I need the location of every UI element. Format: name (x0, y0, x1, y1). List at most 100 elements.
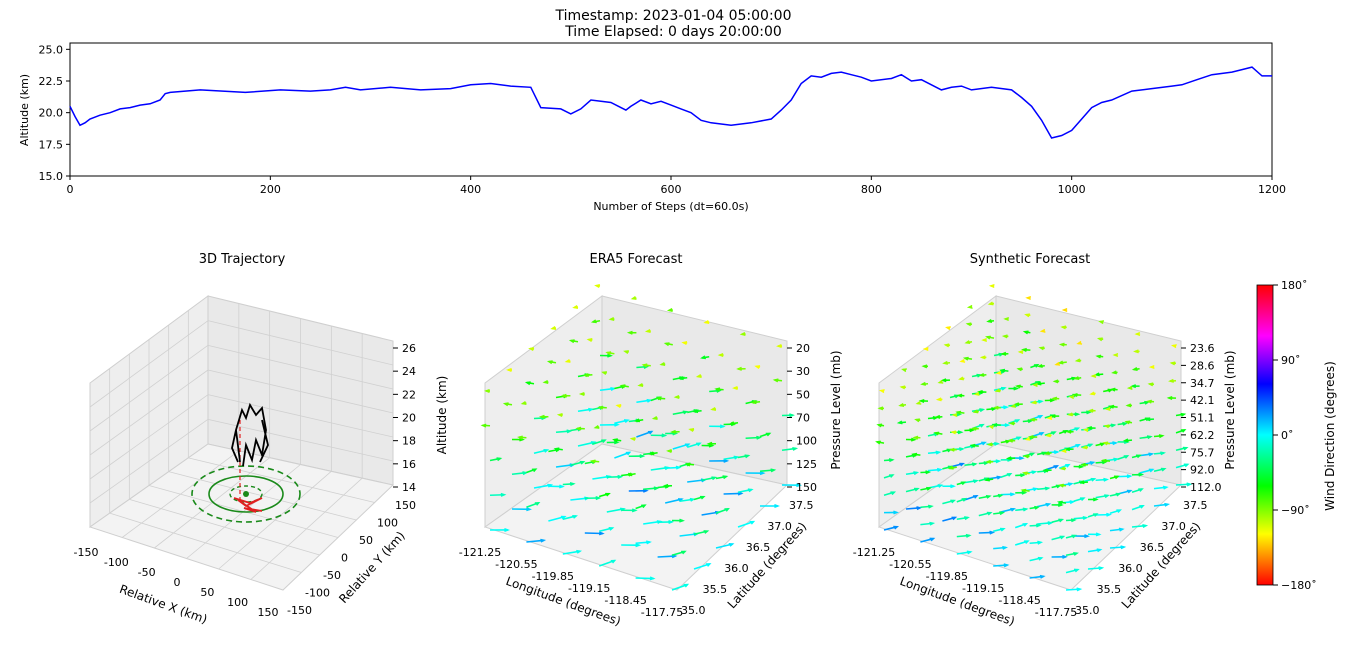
synthetic-wind-arrowhead (1103, 477, 1110, 482)
synthetic-wind-arrowhead (958, 376, 964, 381)
synthetic-wind-arrowhead (1010, 403, 1017, 408)
synthetic-wind-arrowhead (1037, 556, 1044, 561)
era5-x-tick-label: -121.25 (459, 546, 501, 559)
era5-wind-arrowhead (578, 391, 585, 397)
colorbar-label: Wind Direction (degrees) (1323, 361, 1337, 511)
synthetic-wind-arrowhead (986, 442, 993, 447)
synthetic-wind-arrowhead (1090, 477, 1097, 482)
synthetic-wind-arrowhead (1008, 421, 1015, 426)
era5-y-tick-label: 36.0 (724, 562, 749, 575)
synthetic-wind-arrowhead (994, 388, 1001, 393)
synthetic-wind-arrowhead (1041, 451, 1048, 456)
era5-wind-arrowhead (792, 446, 799, 451)
synthetic-wind-arrowhead (1052, 379, 1059, 384)
synthetic-wind-arrowhead (1009, 492, 1016, 497)
synthetic-wind-arrow (993, 546, 1007, 550)
synthetic-wind-arrowhead (1021, 490, 1028, 495)
era5-wind-arrowhead (646, 540, 652, 545)
synthetic-wind-arrowhead (947, 465, 954, 470)
era5-wind-arrowhead (635, 543, 642, 548)
synthetic-wind-arrowhead (991, 407, 998, 412)
synthetic-wind-arrowhead (1139, 504, 1145, 509)
synthetic-wind-arrowhead (985, 459, 992, 464)
era5-wind-arrowhead (560, 515, 567, 520)
synthetic-wind-arrowhead (1096, 337, 1103, 342)
era5-wind-arrowhead (789, 413, 795, 418)
era5-wind-arrowhead (776, 343, 782, 349)
synthetic-wind-arrowhead (950, 499, 957, 504)
era5-wind-arrowhead (528, 347, 535, 351)
era5-wind-arrowhead (772, 378, 779, 383)
synthetic-wind-arrow (1073, 516, 1087, 520)
trajectory-y-tick-label: 50 (359, 534, 373, 547)
era5-wind-arrowhead (723, 458, 730, 463)
synthetic-wind-arrowhead (1112, 352, 1119, 358)
synthetic-wind-arrowhead (888, 458, 895, 463)
synthetic-wind-arrowhead (1059, 466, 1066, 471)
synthetic-z-tick-label: 62.2 (1190, 429, 1215, 442)
era5-wind-arrowhead (724, 507, 730, 512)
synthetic-wind-arrowhead (1075, 443, 1081, 448)
synthetic-wind-arrowhead (959, 462, 965, 467)
synthetic-wind-arrowhead (1160, 467, 1167, 472)
synthetic-wind-arrowhead (1168, 378, 1174, 383)
colorbar-tick-label: −90˚ (1281, 504, 1310, 517)
synthetic-wind-arrowhead (971, 462, 978, 467)
era5-wind-arrowhead (728, 421, 735, 426)
era5-wind-arrowhead (695, 374, 702, 378)
synthetic-wind-arrowhead (951, 412, 958, 418)
synthetic-wind-arrowhead (985, 494, 992, 499)
era5-wind-arrow (526, 539, 545, 543)
era5-wind-arrowhead (500, 492, 507, 497)
synthetic-wind-arrowhead (1111, 370, 1117, 375)
era5-wind-arrowhead (732, 385, 738, 391)
synthetic-wind-arrowhead (1049, 414, 1056, 419)
era5-wind-arrowhead (710, 407, 717, 411)
era5-wind-arrowhead (649, 576, 656, 581)
synthetic-wind-arrowhead (1004, 423, 1011, 428)
era5-wind-arrowhead (682, 410, 689, 415)
era5-wind-arrowhead (526, 507, 532, 512)
synthetic-wind-arrowhead (1044, 486, 1051, 491)
synthetic-wind-arrowhead (945, 326, 951, 331)
synthetic-wind-arrowhead (922, 347, 929, 352)
synthetic-wind-arrowhead (878, 389, 885, 394)
synthetic-wind-arrowhead (1122, 438, 1129, 443)
era5-wind-arrowhead (728, 543, 735, 547)
era5-z-tick-label: 50 (796, 388, 810, 401)
era5-wind-arrow (614, 451, 631, 459)
era5-wind-arrowhead (612, 438, 618, 443)
era5-wind-arrowhead (538, 414, 545, 419)
synthetic-wind-arrowhead (1058, 483, 1065, 488)
synthetic-wind-arrowhead (966, 550, 973, 555)
era5-wind-arrowhead (630, 296, 637, 300)
era5-wind-arrowhead (564, 359, 571, 363)
synthetic-wind-arrowhead (1038, 432, 1045, 436)
era5-wind-arrowhead (589, 459, 596, 464)
synthetic-wind-arrow (1087, 567, 1103, 570)
altitude-x-tick-label: 800 (861, 183, 882, 196)
synthetic-wind-arrowhead (979, 408, 986, 413)
synthetic-wind-arrowhead (1180, 429, 1187, 433)
synthetic-wind-arrowhead (1058, 518, 1065, 523)
synthetic-wind-arrowhead (1035, 523, 1042, 528)
synthetic-wind-arrowhead (1064, 447, 1071, 452)
synthetic-wind-arrowhead (956, 393, 963, 398)
synthetic-wind-arrowhead (1017, 350, 1024, 355)
synthetic-wind-arrowhead (911, 452, 918, 457)
synthetic-wind-arrowhead (933, 431, 940, 436)
synthetic-wind-arrowhead (1098, 566, 1105, 571)
era5-wind-arrowhead (647, 430, 654, 435)
synthetic-wind-arrowhead (1109, 387, 1116, 392)
synthetic-wind-arrowhead (1039, 574, 1046, 579)
synthetic-wind-arrow (978, 531, 994, 534)
era5-wind-arrowhead (639, 454, 646, 459)
synthetic-wind-arrowhead (1016, 436, 1022, 441)
era5-wind-arrowhead (522, 471, 529, 476)
synthetic-x-tick-label: -120.55 (889, 558, 931, 571)
synthetic-wind-arrow (1109, 546, 1125, 549)
era5-wind-arrowhead (524, 381, 531, 386)
era5-wind-arrowhead (661, 433, 668, 438)
era5-z-tick-label: 30 (796, 365, 810, 378)
synthetic-wind-arrowhead (920, 381, 927, 386)
